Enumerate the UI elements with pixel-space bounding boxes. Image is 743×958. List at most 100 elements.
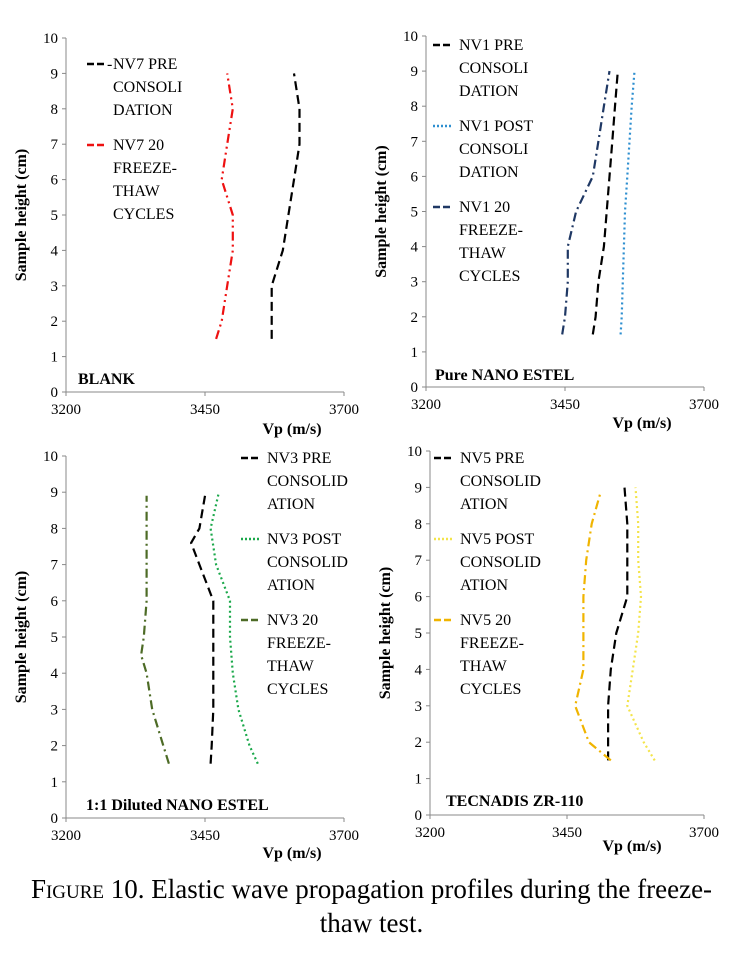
y-axis-title: Sample height (cm) [13, 571, 30, 703]
x-tick-label: 3450 [552, 825, 582, 841]
legend-label: NV3 PRE [267, 450, 331, 467]
caption-text-1: Elastic wave propagation profiles during… [151, 874, 713, 904]
y-tick-label: 3 [51, 279, 59, 295]
chart-panel-4: 0 1 2 3 4 5 6 7 8 9 10 3200 3450 3700 Vp (m/s) Sample h… [377, 444, 719, 855]
legend-label: CONSOLID [460, 554, 541, 571]
y-tick-label: 2 [411, 310, 419, 326]
legend-label: NV7 PRE [113, 56, 177, 73]
x-tick-label: 3700 [689, 397, 719, 413]
legend-label: NV5 POST [460, 531, 534, 548]
y-tick-label: 8 [415, 517, 423, 533]
legend-label: THAW [267, 658, 315, 675]
legend-label: ATION [460, 496, 508, 513]
y-tick-label: 10 [43, 31, 58, 47]
y-tick-label: 4 [415, 662, 423, 678]
y-tick-label: 6 [51, 173, 59, 189]
y-tick-label: 9 [415, 480, 423, 496]
x-tick-label: 3200 [51, 402, 81, 418]
y-tick-label: 3 [411, 275, 419, 291]
y-tick-label: 1 [51, 350, 59, 366]
legend-label: NV5 PRE [460, 450, 524, 467]
panel-label: 1:1 Diluted NANO ESTEL [86, 797, 269, 814]
x-tick-label: 3200 [51, 828, 81, 844]
x-tick-label: 3700 [329, 828, 359, 844]
y-tick-label: 8 [51, 102, 59, 118]
figure-label: Figure 10. [30, 874, 145, 904]
y-tick-label: 10 [403, 29, 418, 45]
series-line-1 [591, 71, 619, 335]
y-tick-label: 4 [411, 240, 419, 256]
y-tick-label: 3 [51, 702, 59, 718]
legend-label: ATION [267, 577, 315, 594]
y-tick-label: 1 [415, 772, 423, 788]
legend-label: CONSOLI [459, 141, 528, 158]
x-tick-label: 3700 [329, 402, 359, 418]
y-tick-label: 0 [411, 380, 419, 396]
x-axis-title: Vp (m/s) [612, 415, 671, 432]
y-tick-label: 7 [411, 134, 419, 150]
panel-label: TECNADIS ZR-110 [446, 793, 583, 810]
y-tick-label: 2 [415, 735, 423, 751]
x-tick-label: 3700 [689, 825, 719, 841]
y-tick-label: 0 [51, 385, 59, 401]
series-line-1 [270, 73, 301, 339]
y-tick-label: 0 [415, 808, 423, 824]
legend-label: FREEZE- [113, 160, 177, 177]
y-tick-label: 7 [51, 137, 59, 153]
panel-label: Pure NANO ESTEL [435, 367, 574, 384]
y-tick-label: 7 [51, 558, 59, 574]
x-tick-label: 3200 [415, 825, 445, 841]
y-axis-title: Sample height (cm) [377, 567, 394, 699]
y-tick-label: 6 [415, 590, 423, 606]
y-tick-label: 5 [51, 630, 59, 646]
legend-label: NV1 PRE [459, 37, 523, 54]
legend-label: ATION [460, 577, 508, 594]
y-tick-label: 7 [415, 553, 423, 569]
chart-panel-1: 0 1 2 3 4 5 6 7 8 9 10 3200 3450 3700 Vp (m/s) Sample h… [13, 31, 359, 438]
y-tick-label: 6 [411, 169, 419, 185]
y-tick-label: 2 [51, 314, 59, 330]
legend-label: FREEZE- [459, 222, 523, 239]
chart-panel-2: 0 1 2 3 4 5 6 7 8 9 10 3200 3450 3700 Vp (m/s) Sample h… [373, 29, 719, 432]
legend-label: NV5 20 [460, 612, 511, 629]
y-tick-label: 9 [411, 64, 419, 80]
legend-label: NV7 20 [113, 137, 164, 154]
x-axis-title: Vp (m/s) [262, 421, 321, 438]
legend-label: NV1 POST [459, 118, 533, 135]
y-axis-title: Sample height (cm) [373, 145, 390, 277]
chart-panel-3: 0 1 2 3 4 5 6 7 8 9 10 3200 3450 3700 Vp (m/s) Sample h… [13, 449, 359, 862]
legend-label: CONSOLID [267, 554, 348, 571]
x-axis-title: Vp (m/s) [262, 845, 321, 862]
legend-label: THAW [113, 183, 161, 200]
y-tick-label: 3 [415, 699, 423, 715]
legend-label: CONSOLID [267, 473, 348, 490]
legend-label: FREEZE- [460, 635, 524, 652]
y-tick-label: 5 [411, 205, 419, 221]
legend-label: NV3 POST [267, 531, 341, 548]
y-tick-label: 1 [411, 345, 419, 361]
y-tick-label: 5 [51, 208, 59, 224]
legend-label: FREEZE- [267, 635, 331, 652]
series-line-3 [140, 495, 170, 765]
y-tick-label: 9 [51, 485, 59, 501]
caption-line-1: Figure 10. Elastic wave propagation prof… [0, 872, 743, 906]
series-line-1 [606, 487, 629, 761]
y-tick-label: 4 [51, 666, 59, 682]
y-tick-label: 2 [51, 739, 59, 755]
series-line-2 [209, 491, 259, 765]
y-tick-label: 4 [51, 243, 59, 259]
x-tick-label: 3450 [190, 402, 220, 418]
legend-label: DATION [459, 164, 519, 181]
y-tick-label: 1 [51, 775, 59, 791]
legend-label: CYCLES [267, 681, 328, 698]
y-tick-label: 5 [415, 626, 423, 642]
y-axis-title: Sample height (cm) [13, 149, 30, 281]
y-tick-label: 10 [43, 449, 58, 465]
series-line-3 [561, 70, 611, 335]
legend-label: CONSOLI [459, 60, 528, 77]
legend-label: THAW [460, 658, 508, 675]
panel-label: BLANK [78, 371, 135, 388]
legend-label: DATION [113, 102, 173, 119]
y-tick-label: 6 [51, 594, 59, 610]
